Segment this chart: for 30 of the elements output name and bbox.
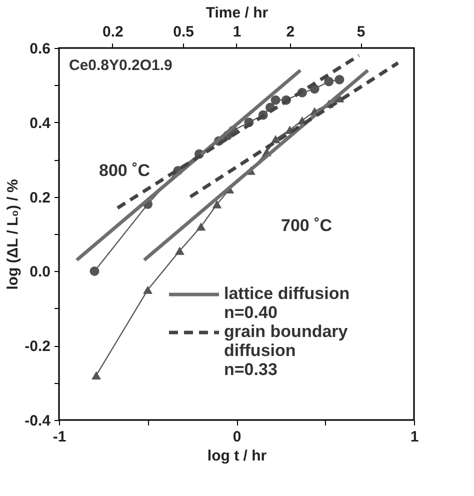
annotation: Ce0.8Y0.2O1.9 bbox=[69, 57, 172, 74]
y-tick-label: 0.2 bbox=[30, 189, 50, 206]
x2-tick-label: 0.2 bbox=[102, 24, 124, 40]
y-tick-label: 0.0 bbox=[30, 264, 50, 281]
point bbox=[92, 371, 102, 380]
x-axis-title: log t / hr bbox=[207, 448, 267, 464]
x2-tick-label: 1 bbox=[232, 24, 242, 40]
y-tick-label: 0.4 bbox=[30, 114, 52, 132]
y-tick-label: -0.4 bbox=[24, 412, 52, 430]
annotation: 800 ˚C bbox=[99, 161, 150, 180]
x-tick-label: -1 bbox=[52, 428, 66, 446]
y-tick-label: 0.6 bbox=[30, 40, 50, 58]
point bbox=[334, 74, 344, 84]
point bbox=[90, 266, 100, 276]
point bbox=[196, 222, 206, 231]
y-tick-label: -0.2 bbox=[24, 338, 50, 356]
point bbox=[270, 95, 280, 105]
x-tick-label: 0 bbox=[232, 428, 242, 446]
x-tick-label: 1 bbox=[410, 428, 419, 446]
point bbox=[174, 246, 184, 255]
x2-tick-label: 0.5 bbox=[173, 24, 194, 40]
x2-tick-label: 5 bbox=[356, 24, 366, 40]
point bbox=[212, 200, 222, 208]
x2-tick-label: 2 bbox=[286, 24, 295, 40]
annotation: 700 ˚C bbox=[281, 216, 332, 235]
x2-axis-title: Time / hr bbox=[206, 4, 268, 22]
y-axis-title: log (ΔL / L₀) / % bbox=[4, 179, 22, 290]
point bbox=[143, 286, 152, 294]
point bbox=[324, 76, 334, 86]
legend-label: grain boundary diffusion n=0.33 bbox=[224, 322, 348, 379]
